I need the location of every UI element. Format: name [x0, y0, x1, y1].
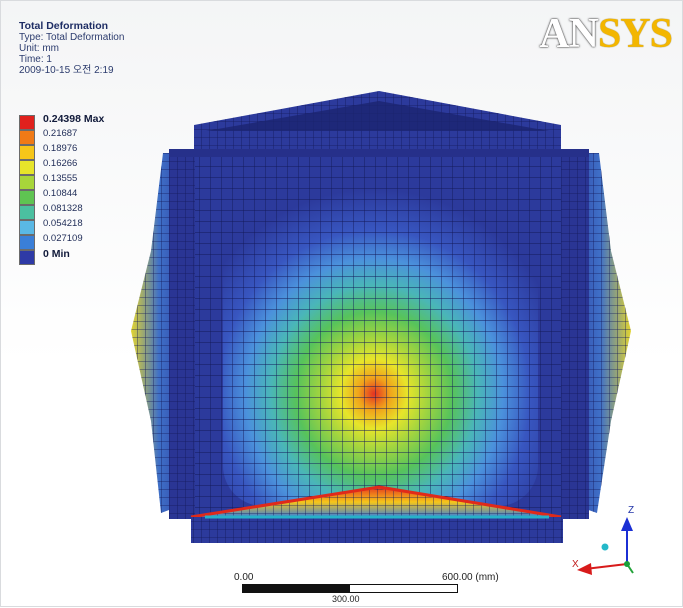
legend-label: 0.24398 Max: [43, 113, 105, 125]
legend-label: 0.081328: [43, 203, 83, 214]
legend-label: 0.027109: [43, 233, 83, 244]
legend-swatch: [19, 115, 35, 130]
bottom-plate[interactable]: [190, 485, 563, 543]
ansys-logo: ANSYS: [539, 11, 673, 57]
result-unit: Unit: mm: [19, 43, 59, 54]
legend-swatch: [19, 220, 35, 235]
legend-swatch: [19, 160, 35, 175]
result-title: Total Deformation: [19, 20, 109, 32]
legend-label: 0.054218: [43, 218, 83, 229]
legend-label: 0.13555: [43, 173, 78, 184]
logo-text-sys: SYS: [597, 11, 673, 57]
legend-label: 0.16266: [43, 158, 78, 169]
legend-swatch: [19, 130, 35, 145]
legend-swatch: [19, 190, 35, 205]
result-type: Type: Total Deformation: [19, 32, 125, 43]
result-time: Time: 1: [19, 54, 52, 65]
legend-swatch: [19, 175, 35, 190]
triad-z-label: Z: [628, 505, 634, 516]
coordinate-triad[interactable]: Z X: [572, 505, 634, 575]
legend-swatch: [19, 250, 35, 265]
scale-bar: [242, 584, 458, 593]
color-legend[interactable]: 0.24398 Max 0.21687 0.18976 0.16266 0.13555 0…: [19, 113, 159, 280]
frame-flanges: [169, 149, 589, 519]
legend-swatch: [19, 205, 35, 220]
legend-swatch: [19, 235, 35, 250]
result-date: 2009-10-15 오전 2:19: [19, 65, 114, 76]
legend-swatch: [19, 145, 35, 160]
legend-label: 0.21687: [43, 128, 78, 139]
front-face[interactable]: [193, 151, 563, 516]
scale-mid-label: 300.00: [332, 594, 360, 604]
legend-label: 0.18976: [43, 143, 78, 154]
triad-x-label: X: [572, 559, 579, 570]
top-plate[interactable]: [194, 91, 561, 151]
result-info: Total Deformation Type: Total Deformatio…: [19, 20, 125, 77]
legend-label: 0.10844: [43, 188, 78, 199]
legend-label: 0 Min: [43, 248, 70, 260]
scale-end-label: 600.00 (mm): [442, 572, 499, 583]
logo-text-an: AN: [539, 11, 599, 57]
scale-start-label: 0.00: [234, 572, 254, 583]
